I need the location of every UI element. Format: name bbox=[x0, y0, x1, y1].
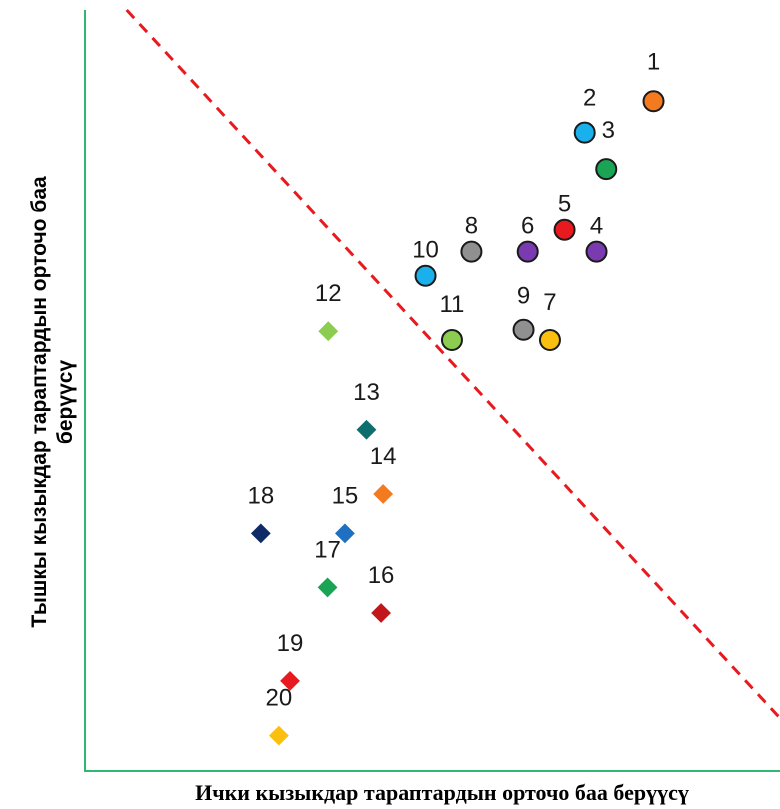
point-marker-circle bbox=[595, 158, 618, 181]
point-label: 14 bbox=[370, 443, 397, 470]
point-label: 2 bbox=[583, 85, 596, 112]
x-axis-label: Ички кызыкдар тараптардын орточо баа бер… bbox=[195, 780, 689, 805]
point-marker-diamond bbox=[317, 577, 338, 598]
axes bbox=[84, 10, 780, 772]
point-marker-diamond bbox=[373, 484, 394, 504]
point-label: 16 bbox=[368, 562, 395, 589]
point-label: 13 bbox=[353, 379, 380, 406]
point-marker-circle bbox=[512, 318, 535, 341]
point-label: 4 bbox=[590, 213, 603, 240]
point-label: 10 bbox=[412, 237, 439, 264]
point-label: 1 bbox=[647, 48, 660, 75]
data-points bbox=[250, 90, 665, 746]
point-marker-diamond bbox=[371, 603, 391, 623]
point-label: 9 bbox=[517, 283, 530, 310]
point-marker-diamond bbox=[356, 419, 377, 440]
point-label: 8 bbox=[465, 213, 478, 240]
point-marker-circle bbox=[414, 264, 437, 287]
point-marker-circle bbox=[585, 240, 608, 263]
point-marker-circle bbox=[538, 328, 561, 351]
point-label: 17 bbox=[314, 536, 341, 563]
point-label: 20 bbox=[266, 685, 293, 712]
point-marker-circle bbox=[642, 90, 665, 113]
point-marker-circle bbox=[516, 240, 539, 263]
point-marker-diamond bbox=[269, 725, 289, 746]
point-label: 6 bbox=[521, 213, 534, 240]
reference-line bbox=[125, 8, 780, 720]
point-label: 15 bbox=[332, 482, 359, 509]
point-label: 12 bbox=[315, 280, 342, 307]
y-axis-label-line2: берүүсү bbox=[54, 360, 77, 445]
point-marker-circle bbox=[553, 218, 576, 241]
point-marker-diamond bbox=[335, 523, 355, 544]
point-label: 7 bbox=[543, 289, 556, 316]
point-label: 5 bbox=[558, 191, 571, 218]
point-label: 11 bbox=[439, 291, 464, 318]
y-axis-label-line1: Тышкы кызыкдар тараптардын орточо баа bbox=[28, 176, 51, 628]
point-marker-circle bbox=[573, 121, 596, 144]
point-marker-diamond bbox=[318, 321, 339, 342]
point-marker-circle bbox=[440, 328, 463, 351]
point-label: 19 bbox=[277, 630, 304, 657]
point-label: 18 bbox=[247, 482, 274, 509]
point-marker-circle bbox=[460, 240, 483, 263]
point-label: 3 bbox=[602, 117, 615, 144]
point-marker-diamond bbox=[250, 523, 271, 544]
point-marker-diamond bbox=[280, 670, 300, 691]
